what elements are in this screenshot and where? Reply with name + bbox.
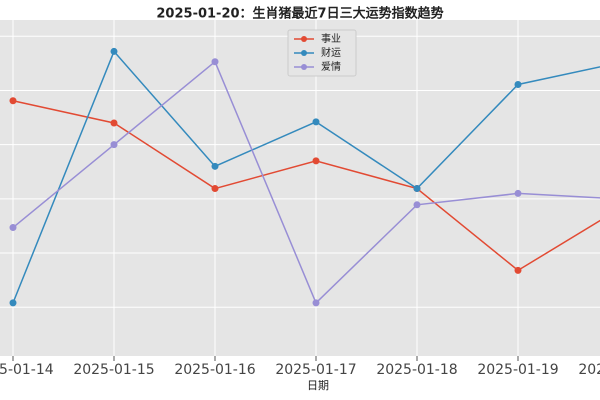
x-tick-label: 2025-01-17: [275, 362, 356, 378]
x-tick-label: 2025-01-15: [73, 362, 154, 378]
point: [110, 141, 118, 149]
point: [211, 58, 219, 66]
point: [9, 299, 17, 307]
legend-marker: [301, 64, 307, 70]
point: [312, 157, 320, 165]
x-axis-label: 日期: [307, 379, 329, 392]
point: [413, 201, 421, 209]
point: [514, 189, 522, 197]
legend-label: 财运: [321, 46, 341, 59]
legend-label: 爱情: [321, 60, 341, 73]
x-tick-label: 2025-01-19: [477, 362, 558, 378]
legend-label: 事业: [321, 32, 341, 45]
point: [110, 119, 118, 127]
x-tick-label: 2025-01-16: [174, 362, 255, 378]
point: [9, 224, 17, 232]
chart-title: 2025-01-20：生肖猪最近7日三大运势指数趋势: [156, 6, 443, 22]
x-tick-label: 2025-01-20: [578, 362, 600, 378]
point: [514, 80, 522, 88]
point: [110, 47, 118, 55]
point: [413, 185, 421, 193]
point: [211, 185, 219, 193]
x-tick-label: 2025-01-14: [0, 362, 54, 378]
point: [312, 118, 320, 126]
legend-marker: [301, 36, 307, 42]
point: [514, 266, 522, 274]
point: [9, 97, 17, 105]
legend-marker: [301, 50, 307, 56]
point: [312, 299, 320, 307]
x-tick-label: 2025-01-18: [376, 362, 457, 378]
point: [211, 162, 219, 170]
